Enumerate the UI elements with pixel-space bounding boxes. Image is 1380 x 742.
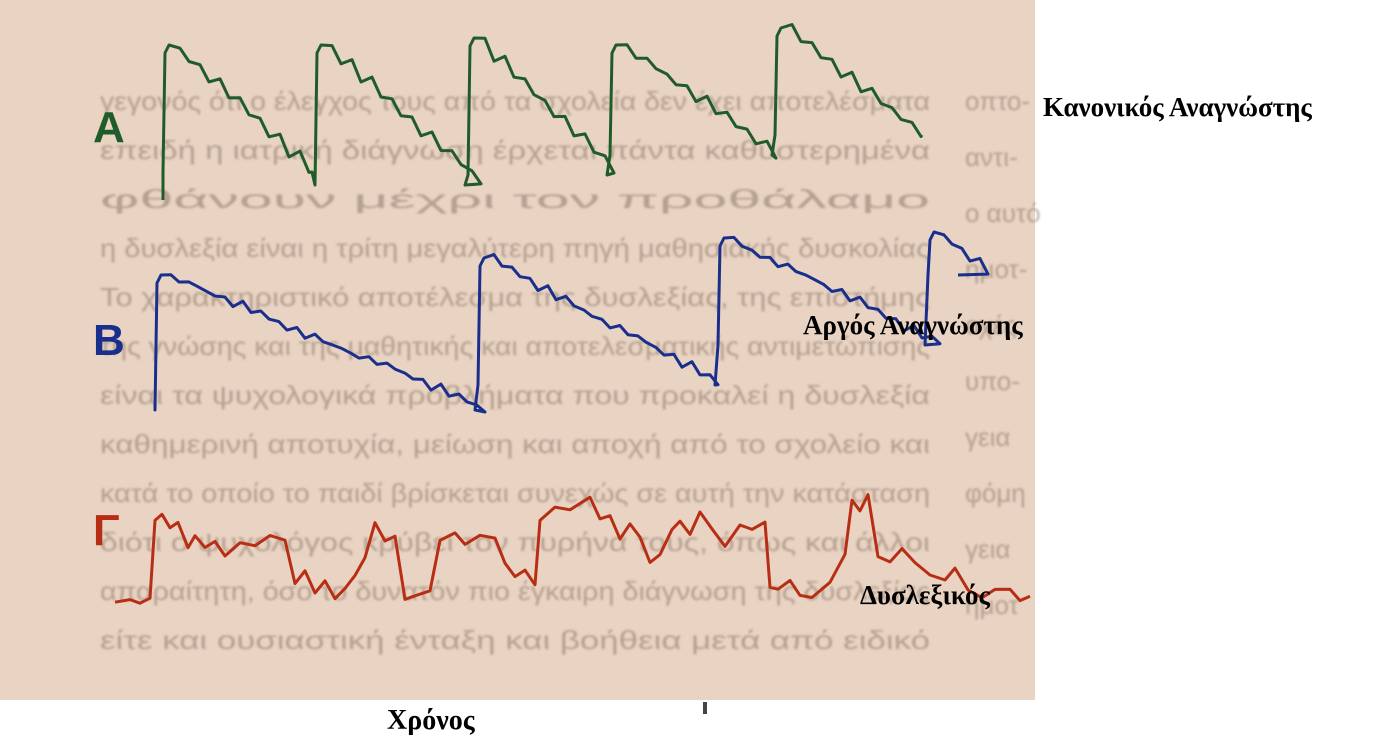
background-text-block: γεγονός ότι ο έλεγχος τους από τα σχολεί… [100,86,1041,655]
background-text-line: γεγονός ότι ο έλεγχος τους από τα σχολεί… [100,86,930,116]
trace-dyslexic-reader [114,493,1031,605]
background-text-fragment: φόμη [965,478,1026,508]
x-axis-label-time: Χρόνος [387,705,475,736]
row-letters: A B Γ [93,103,125,555]
background-text-fragment: γεια [965,422,1010,452]
row-letter-3: Γ [93,506,119,555]
background-text-line: απαραίτητη, όσο το δυνατόν πιο έγκαιρη δ… [100,576,930,606]
background-text-line: καθημερινή αποτυχία, μείωση και αποχή απ… [100,429,930,459]
background-text-fragment: γεια [965,534,1010,564]
axis-tick-mark [703,702,707,714]
paper-background [0,0,1035,700]
background-text-line: Το χαρακτηριστικό αποτέλεσμα της δυσλεξί… [100,282,930,312]
background-text-fragment: αντι- [965,142,1018,172]
background-text-fragment: οπτο- [965,86,1030,116]
label-dyslexic-reader: Δυσλεξικός [860,580,990,610]
trace-normal-reader [161,23,924,200]
background-text-fragment: ο αυτό [965,198,1041,228]
background-text-line: επειδή η ιατρική διάγνωση έρχεται πάντα … [100,135,930,165]
eye-movement-traces [114,23,1031,605]
background-text-line: είναι τα ψυχολογικά προβλήματα που προκα… [100,380,930,410]
background-text-line: η δυσλεξία είναι η τρίτη μεγαλύτερη πηγή… [100,233,930,263]
background-text-fragment: οχές [965,310,1017,340]
label-slow-reader: Αργός Αναγνώστης [803,310,1023,340]
row-letter-2: B [93,316,125,365]
label-normal-reader: Κανονικός Αναγνώστης [1043,92,1312,122]
background-text-line: είτε και ουσιαστική ένταξη και βοήθεια μ… [100,625,930,655]
background-text-line: της γνώσης και της μαθητικής και αποτελε… [100,331,930,361]
background-text-line: κατά το οποίο το παιδί βρίσκεται συνεχώς… [100,478,930,508]
background-text-fragment: υπο- [965,366,1020,396]
background-text-line: φθάνουν μέχρι τον προθάλαμο [100,184,930,214]
background-text-line: διότι ο ψυχολόγος κρύβει τον πυρήνα τους… [100,527,930,557]
row-letter-1: A [93,103,125,152]
trace-slow-reader [153,230,990,414]
